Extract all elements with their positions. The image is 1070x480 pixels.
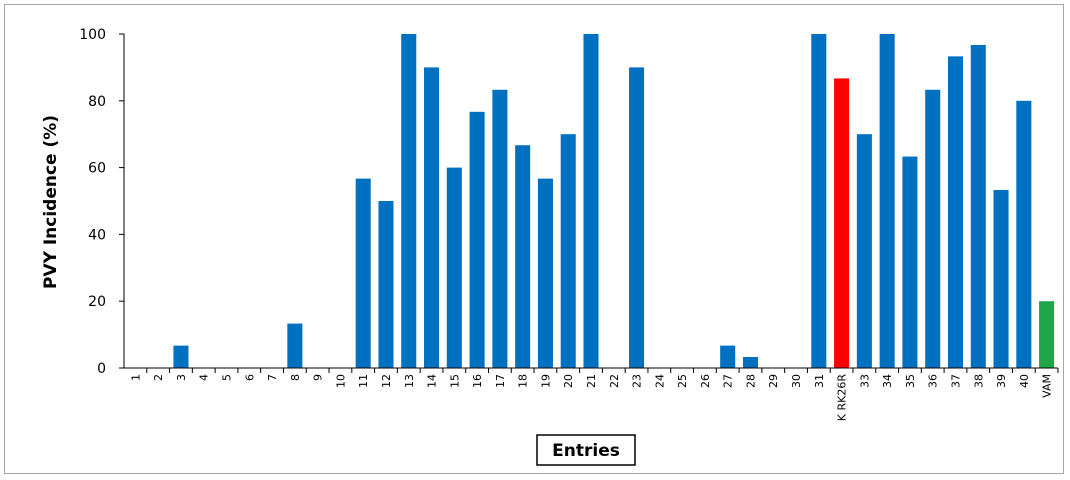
x-tick-label: 9 xyxy=(312,374,325,381)
bar xyxy=(742,356,758,368)
x-tick-label: 1 xyxy=(129,374,142,381)
bar xyxy=(492,89,508,368)
x-tick-label: 2 xyxy=(152,374,165,381)
bar xyxy=(515,145,531,368)
y-tick-label: 60 xyxy=(88,161,106,177)
x-tick-label: 31 xyxy=(813,374,826,388)
bar xyxy=(1016,100,1032,369)
x-tick-label: 15 xyxy=(448,374,461,388)
x-tick-label: 8 xyxy=(289,374,302,381)
bar xyxy=(583,34,599,368)
bar xyxy=(537,178,553,368)
bar xyxy=(856,134,872,368)
bar xyxy=(925,89,941,368)
bar xyxy=(1039,301,1055,368)
x-tick-label: 29 xyxy=(767,374,780,388)
x-tick-label: 11 xyxy=(357,374,370,388)
y-axis-title: PVY Incidence (%) xyxy=(41,115,61,289)
x-tick-label: 20 xyxy=(562,374,575,388)
x-tick-label: VAM xyxy=(1041,374,1054,398)
x-tick-label: 5 xyxy=(221,374,234,381)
x-tick-label: 33 xyxy=(858,374,871,388)
x-tick-label: 35 xyxy=(904,374,917,388)
x-tick-label: K RK26R xyxy=(836,374,849,422)
x-tick-label: 38 xyxy=(972,374,985,388)
x-tick-label: 28 xyxy=(744,374,757,388)
x-tick-label: 12 xyxy=(380,374,393,388)
x-tick-label: 25 xyxy=(676,374,689,388)
x-tick-label: 26 xyxy=(699,374,712,388)
x-tick-label: 36 xyxy=(927,374,940,388)
x-tick-label: 10 xyxy=(334,374,347,388)
y-tick-label: 40 xyxy=(88,227,106,243)
bar xyxy=(879,34,895,368)
x-tick-label: 22 xyxy=(608,374,621,388)
bar xyxy=(378,201,394,368)
bar xyxy=(424,67,440,369)
x-tick-label: 4 xyxy=(198,374,211,381)
axes xyxy=(123,34,1058,369)
bar xyxy=(446,167,462,368)
x-tick-label: 27 xyxy=(722,374,735,388)
x-tick-label: 30 xyxy=(790,374,803,388)
x-tick-label: 23 xyxy=(631,374,644,388)
y-tick-label: 80 xyxy=(88,94,106,110)
y-tick-label: 20 xyxy=(88,294,106,310)
x-axis-labels: 1 2 3 4 5 6 7 8 9 10 11 12 13 14 15 16 17 18 19 20 21 22 23 24 2… xyxy=(129,368,1059,422)
x-tick-label: 3 xyxy=(175,374,188,381)
x-tick-label: 24 xyxy=(653,374,666,388)
bar xyxy=(629,67,645,369)
x-tick-label: 13 xyxy=(403,374,416,388)
bar xyxy=(173,345,189,368)
x-tick-label: 7 xyxy=(266,374,279,381)
x-tick-label: 16 xyxy=(471,374,484,388)
bar xyxy=(834,78,850,369)
x-axis-title: Entries xyxy=(552,441,620,461)
x-tick-label: 6 xyxy=(243,374,256,381)
bar xyxy=(947,56,964,368)
y-tick-label: 100 xyxy=(79,27,106,43)
x-axis-title-box: Entries xyxy=(536,434,636,466)
x-tick-label: 39 xyxy=(995,374,1008,388)
bar xyxy=(469,111,485,368)
bar xyxy=(287,323,303,368)
x-tick-label: 14 xyxy=(426,374,439,388)
bar xyxy=(720,345,736,368)
bar xyxy=(401,34,417,368)
x-tick-label: 40 xyxy=(1018,374,1031,388)
y-tick-label: 0 xyxy=(97,361,106,377)
y-axis-ticks: 0 20 40 60 80 100 xyxy=(79,27,124,377)
x-tick-label: 18 xyxy=(517,374,530,388)
x-tick-label: 19 xyxy=(539,374,552,388)
bar xyxy=(970,45,986,369)
x-tick-label: 37 xyxy=(949,374,962,388)
x-tick-label: 21 xyxy=(585,374,598,388)
bar xyxy=(560,134,576,368)
x-tick-label: 17 xyxy=(494,374,507,388)
bar xyxy=(993,189,1009,368)
x-tick-label: 34 xyxy=(881,374,894,388)
bars xyxy=(173,34,1055,369)
bar xyxy=(902,156,918,368)
bar xyxy=(355,178,371,368)
bar xyxy=(811,34,827,368)
